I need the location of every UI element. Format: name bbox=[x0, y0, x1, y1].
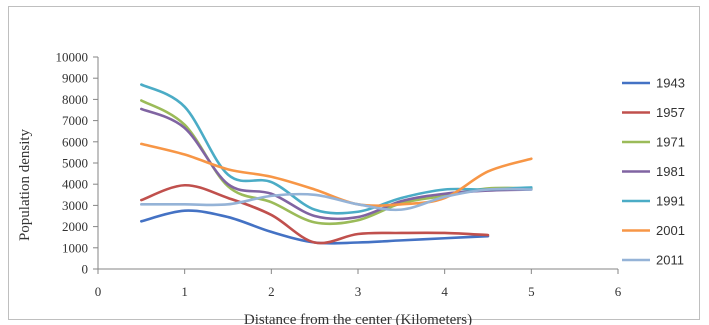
axes bbox=[97, 57, 618, 270]
x-tick-label: 1 bbox=[181, 284, 188, 299]
series-line-2001 bbox=[140, 142, 533, 208]
legend-label-2001: 2001 bbox=[656, 223, 685, 238]
y-tick-label: 5000 bbox=[62, 156, 88, 171]
legend-label-1943: 1943 bbox=[656, 76, 685, 91]
x-tick-label: 6 bbox=[615, 284, 622, 299]
x-tick-labels: 0 1 2 3 4 5 6 bbox=[95, 269, 622, 299]
y-tick-label: 9000 bbox=[62, 71, 88, 86]
series-lines bbox=[140, 83, 533, 245]
series-line-1991 bbox=[140, 83, 533, 215]
legend: 1943 1957 1971 1981 1991 2001 2011 bbox=[622, 76, 685, 268]
y-tick-labels: 0 1000 2000 3000 4000 5000 6000 7000 8000 9000 100… bbox=[56, 50, 98, 277]
y-tick-label: 6000 bbox=[62, 134, 88, 149]
series-line-1981 bbox=[140, 107, 533, 221]
legend-label-1991: 1991 bbox=[656, 194, 685, 209]
legend-label-1981: 1981 bbox=[656, 164, 685, 179]
x-axis-title: Distance from the center (Kilometers) bbox=[244, 312, 472, 325]
legend-label-2011: 2011 bbox=[656, 253, 684, 268]
x-tick-label: 4 bbox=[441, 284, 448, 299]
y-tick-label: 3000 bbox=[62, 198, 88, 213]
x-tick-label: 5 bbox=[528, 284, 535, 299]
series-line-2011 bbox=[140, 187, 533, 212]
x-tick-label: 0 bbox=[95, 284, 102, 299]
x-tick-label: 2 bbox=[268, 284, 275, 299]
y-tick-label: 7000 bbox=[62, 113, 88, 128]
y-tick-label: 8000 bbox=[62, 92, 88, 107]
y-tick-label: 2000 bbox=[62, 219, 88, 234]
legend-label-1957: 1957 bbox=[656, 105, 685, 120]
y-axis-title: Population density bbox=[17, 128, 33, 241]
y-tick-label: 1000 bbox=[62, 240, 88, 255]
y-tick-label: 4000 bbox=[62, 177, 88, 192]
series-line-1957 bbox=[140, 183, 490, 245]
y-tick-label: 10000 bbox=[56, 50, 89, 65]
legend-label-1971: 1971 bbox=[656, 135, 685, 150]
x-tick-label: 3 bbox=[355, 284, 362, 299]
y-tick-label: 0 bbox=[82, 262, 89, 277]
chart-frame bbox=[8, 6, 700, 320]
